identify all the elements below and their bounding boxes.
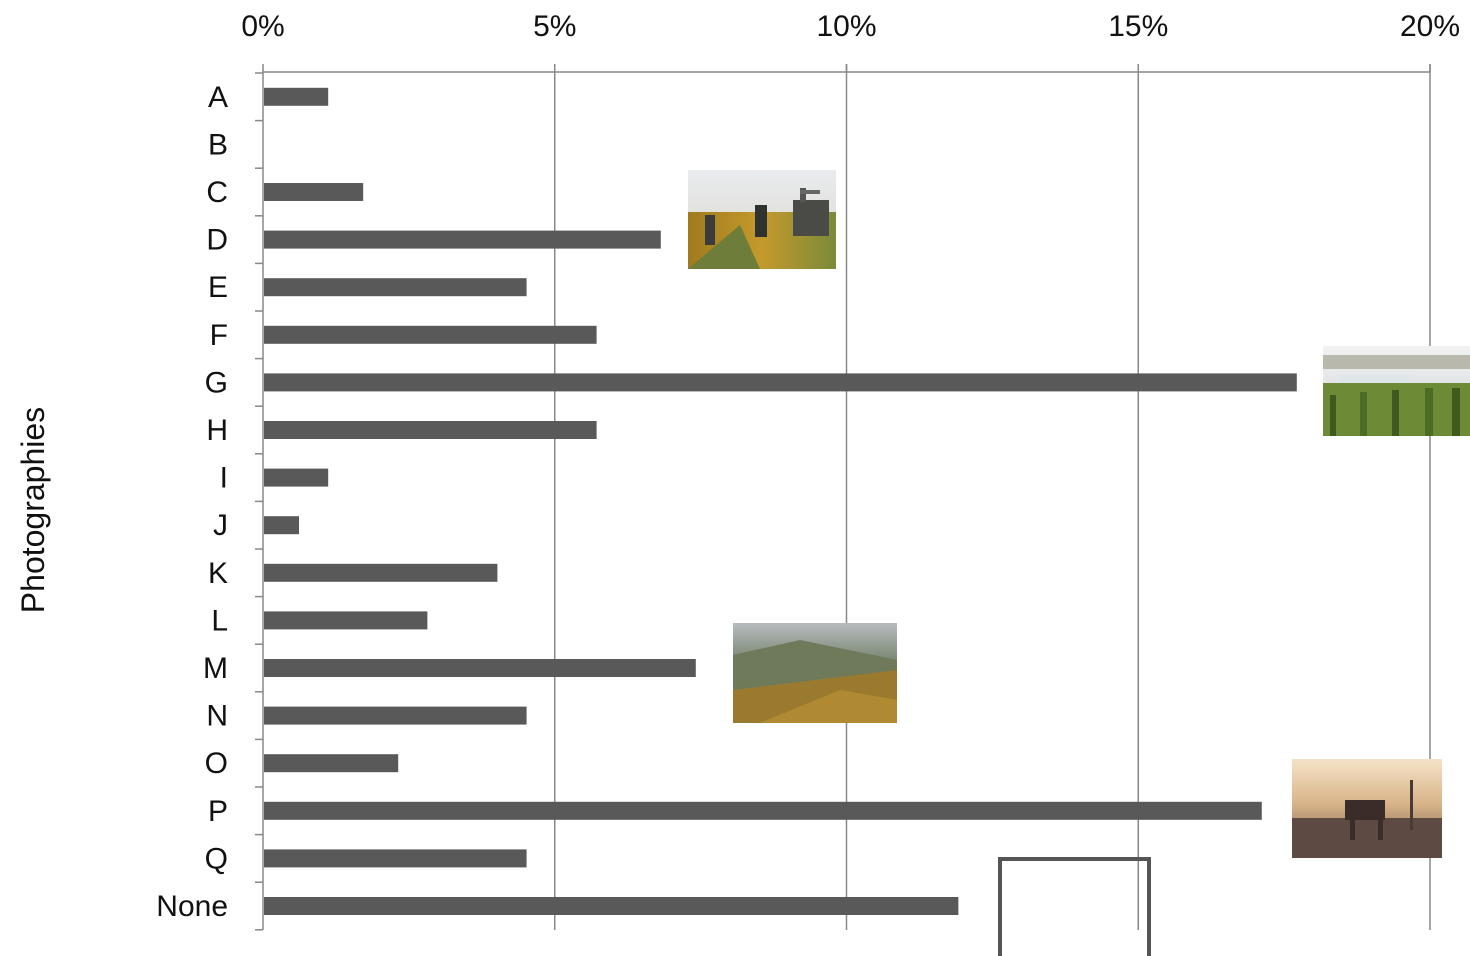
y-tick-label-m: M bbox=[203, 652, 228, 685]
y-tick-label-n: N bbox=[206, 700, 228, 733]
y-tick-label-q: Q bbox=[205, 842, 228, 875]
y-tick-label-d: D bbox=[206, 224, 228, 257]
bar-d bbox=[264, 230, 661, 249]
y-tick-label-h: H bbox=[206, 414, 228, 447]
x-tick-label-2: 10% bbox=[816, 10, 876, 43]
y-tick-label-o: O bbox=[205, 747, 228, 780]
y-tick-label-c: C bbox=[206, 176, 228, 209]
bar-i bbox=[264, 468, 329, 487]
x-tick-label-4: 20% bbox=[1400, 10, 1460, 43]
y-tick-label-l: L bbox=[211, 604, 228, 637]
bars bbox=[264, 87, 1297, 915]
y-tick-label-a: A bbox=[208, 81, 228, 114]
y-tick-label-p: P bbox=[208, 795, 228, 828]
photo-horse-sunset bbox=[1292, 759, 1442, 858]
y-tick-label-g: G bbox=[205, 366, 228, 399]
bar-l bbox=[264, 611, 428, 630]
photo-vineyard-valley bbox=[733, 623, 897, 723]
y-tick-label-j: J bbox=[213, 509, 228, 542]
bar-f bbox=[264, 325, 597, 344]
photo-harvest-tractor bbox=[688, 170, 836, 269]
y-tick-label-none: None bbox=[156, 890, 228, 923]
bar-j bbox=[264, 516, 300, 535]
bar-q bbox=[264, 849, 527, 868]
y-tick-label-f: F bbox=[210, 319, 228, 352]
photo-empty-frame bbox=[998, 857, 1151, 956]
bar-h bbox=[264, 421, 597, 439]
y-tick-label-k: K bbox=[208, 557, 228, 590]
bar-a bbox=[264, 87, 329, 106]
y-tick-label-b: B bbox=[208, 128, 228, 161]
bar-o bbox=[264, 754, 399, 773]
bar-k bbox=[264, 563, 498, 582]
axes bbox=[255, 64, 1431, 931]
bar-none bbox=[264, 897, 959, 915]
y-tick-label-i: I bbox=[220, 462, 228, 495]
bar-g bbox=[264, 373, 1297, 392]
x-tick-label-1: 5% bbox=[533, 10, 576, 43]
x-tick-label-0: 0% bbox=[241, 10, 284, 43]
x-tick-label-3: 15% bbox=[1108, 10, 1168, 43]
bar-e bbox=[264, 278, 527, 297]
y-tick-label-e: E bbox=[208, 271, 228, 304]
bar-n bbox=[264, 706, 527, 725]
bar-m bbox=[264, 659, 696, 677]
photo-vineyard-town bbox=[1323, 346, 1470, 436]
bar-c bbox=[264, 183, 364, 201]
bar-p bbox=[264, 801, 1262, 820]
y-axis-label: Photographies bbox=[15, 407, 51, 613]
